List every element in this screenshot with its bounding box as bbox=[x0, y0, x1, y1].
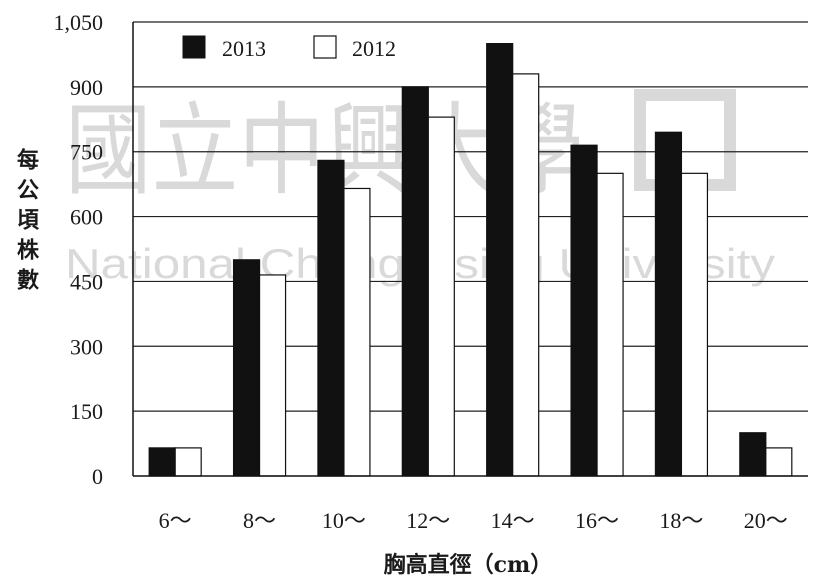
bar-2012-5 bbox=[596, 172, 624, 477]
x-axis-title: 胸高直徑（cm） bbox=[384, 552, 553, 578]
bar-2013-5 bbox=[570, 144, 598, 477]
y-tick-label: 1,050 bbox=[54, 10, 104, 35]
bar-2013-3 bbox=[401, 86, 429, 477]
bar-2013-7 bbox=[739, 432, 767, 477]
x-tick-label: 6～ bbox=[159, 508, 192, 533]
bar-2013-1 bbox=[232, 259, 261, 477]
x-tick-label: 10～ bbox=[322, 508, 366, 533]
bar-2012-2 bbox=[343, 187, 371, 477]
bar-2012-7 bbox=[765, 447, 793, 477]
bar-2013-0 bbox=[148, 447, 176, 477]
legend-label-2013: 2013 bbox=[222, 36, 266, 61]
x-tick-label: 18～ bbox=[659, 508, 703, 533]
bar-2012-3 bbox=[427, 116, 455, 477]
y-tick-label: 300 bbox=[70, 334, 103, 359]
legend: 2013 2012 bbox=[182, 35, 396, 61]
legend-swatch-2012 bbox=[313, 35, 337, 59]
bar-2013-4 bbox=[486, 43, 514, 477]
bar-2013-6 bbox=[654, 131, 683, 477]
legend-label-2012: 2012 bbox=[352, 36, 396, 61]
watermark-logo bbox=[634, 89, 736, 191]
x-tick-label: 14～ bbox=[491, 508, 535, 533]
y-tick-label: 900 bbox=[70, 75, 103, 100]
x-tick-label: 8～ bbox=[243, 508, 276, 533]
x-tick-label: 16～ bbox=[575, 508, 619, 533]
axes bbox=[132, 22, 808, 477]
y-axis-title: 每公頃株數 bbox=[13, 147, 39, 298]
y-tick-labels: 0 150 300 450 600 750 900 1,050 bbox=[54, 10, 104, 489]
x-tick-label: 12～ bbox=[406, 508, 450, 533]
bar-2012-1 bbox=[258, 274, 287, 477]
bars bbox=[148, 43, 793, 477]
y-tick-label: 600 bbox=[70, 205, 103, 230]
bar-2012-6 bbox=[680, 172, 709, 477]
y-tick-label: 150 bbox=[70, 399, 103, 424]
x-tick-label: 20～ bbox=[744, 508, 788, 533]
bar-2012-0 bbox=[174, 447, 202, 477]
legend-swatch-2013 bbox=[182, 35, 206, 59]
x-tick-labels: 6～ 8～ 10～ 12～ 14～ 16～ 18～ 20～ bbox=[159, 508, 788, 533]
y-tick-label: 750 bbox=[70, 140, 103, 165]
y-tick-label: 450 bbox=[70, 269, 103, 294]
bar-2013-2 bbox=[317, 159, 345, 477]
bar-2012-4 bbox=[512, 73, 540, 477]
y-tick-label: 0 bbox=[92, 464, 103, 489]
